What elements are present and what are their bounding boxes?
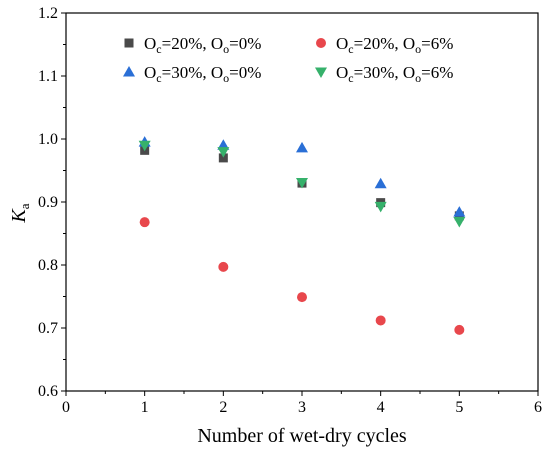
x-tick-label: 2 xyxy=(219,399,227,416)
x-axis-label: Number of wet-dry cycles xyxy=(197,425,407,447)
legend-marker-1 xyxy=(124,38,134,48)
x-tick-label: 4 xyxy=(377,399,385,416)
x-tick-label: 0 xyxy=(62,399,70,416)
data-point-s4-3 xyxy=(296,177,308,189)
y-tick-label: 1.1 xyxy=(38,68,58,85)
data-point-s1-2 xyxy=(218,153,228,163)
plot-frame xyxy=(65,12,539,392)
data-point-s4-5 xyxy=(453,217,466,228)
data-point-s2-4 xyxy=(375,315,386,326)
y-axis-label-sub: a xyxy=(17,203,32,209)
legend: Oc=20%, Oo=0% Oc=20%, Oo=6% Oc=30%, Oo=0% O… xyxy=(123,34,453,85)
x-axis: 0 1 2 3 4 5 6 xyxy=(62,391,542,416)
legend-marker-3 xyxy=(123,66,135,77)
legend-marker-2 xyxy=(316,38,326,48)
y-axis: 0.6 0.7 0.8 0.9 1.0 1.1 1.2 xyxy=(38,5,66,400)
x-tick-label: 1 xyxy=(141,399,149,416)
y-axis-label: Ka xyxy=(8,203,32,223)
data-point-s4-4 xyxy=(374,201,387,213)
data-point-s3-4 xyxy=(374,177,387,189)
data-point-s2-2 xyxy=(218,261,229,272)
legend-label-1: Oc=20%, Oo=0% xyxy=(144,34,261,56)
legend-label-4: Oc=30%, Oo=6% xyxy=(336,63,453,85)
x-tick-label: 5 xyxy=(455,399,463,416)
y-tick-label: 0.8 xyxy=(38,257,58,274)
legend-label-3: Oc=30%, Oo=0% xyxy=(144,63,261,85)
y-tick-label: 1.2 xyxy=(38,5,58,22)
data-point-s3-5 xyxy=(453,206,466,217)
data-point-s3-3 xyxy=(296,141,308,153)
y-tick-label: 1.0 xyxy=(38,131,58,148)
x-tick-label: 3 xyxy=(298,399,306,416)
legend-label-2: Oc=20%, Oo=6% xyxy=(336,34,453,56)
y-tick-label: 0.9 xyxy=(38,194,58,211)
legend-marker-4 xyxy=(315,67,327,78)
x-tick-label: 6 xyxy=(534,399,542,416)
y-axis-label-main: K xyxy=(8,208,30,224)
y-tick-label: 0.7 xyxy=(38,320,58,337)
data-point-s2-1 xyxy=(139,217,150,228)
y-tick-label: 0.6 xyxy=(38,383,58,400)
data-point-s4-2 xyxy=(217,147,230,158)
plot-area xyxy=(65,12,539,392)
data-point-s2-3 xyxy=(297,292,307,303)
data-points xyxy=(138,136,466,335)
data-point-s4-1 xyxy=(138,140,151,152)
data-point-s2-5 xyxy=(454,324,465,335)
